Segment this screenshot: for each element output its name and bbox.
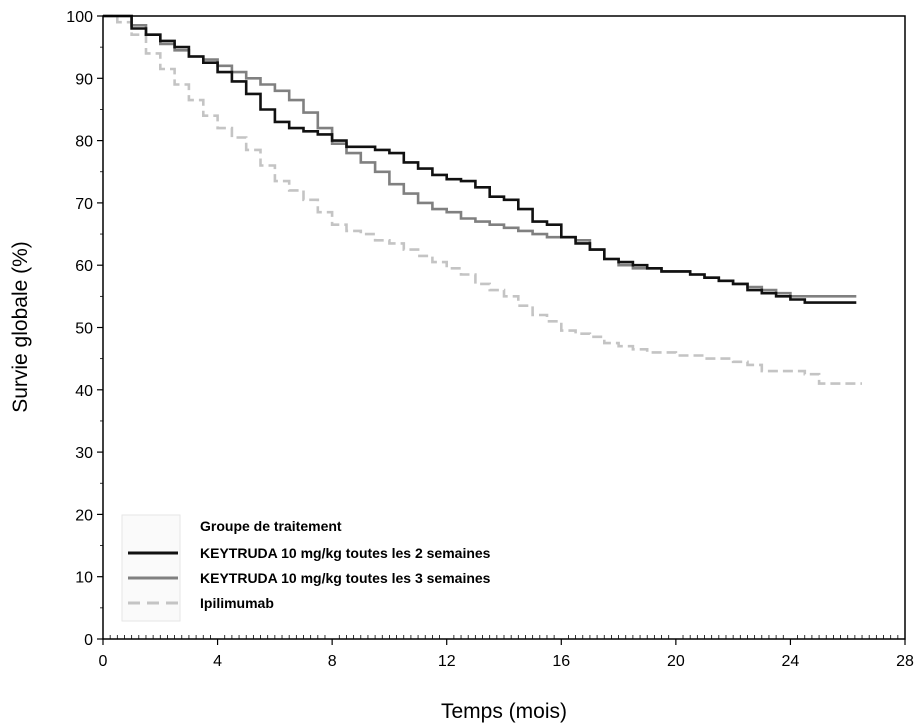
legend-label-q3w: KEYTRUDA 10 mg/kg toutes les 3 semaines — [200, 570, 491, 586]
x-tick-label: 24 — [782, 653, 800, 670]
series-layer — [103, 14, 862, 385]
series-line-0 — [103, 14, 857, 304]
y-tick-label: 70 — [75, 196, 93, 213]
y-tick-label: 0 — [84, 632, 93, 649]
plot-frame — [102, 15, 906, 640]
y-tick-label: 90 — [75, 71, 93, 88]
x-tick-label: 16 — [552, 653, 570, 670]
y-tick-label: 40 — [75, 383, 93, 400]
legend-label-q2w: KEYTRUDA 10 mg/kg toutes les 2 semaines — [200, 545, 491, 561]
x-axis-title: Temps (mois) — [441, 700, 567, 723]
x-tick-label: 8 — [328, 653, 337, 670]
y-tick-label: 10 — [75, 570, 93, 587]
x-tick-label: 12 — [438, 653, 456, 670]
x-tick-label: 4 — [213, 653, 222, 670]
series-line-2 — [103, 14, 862, 385]
y-tick-label: 30 — [75, 445, 93, 462]
legend-label-ipilimumab: Ipilimumab — [200, 595, 274, 611]
y-axis-title: Survie globale (%) — [9, 241, 32, 413]
legend-box — [121, 514, 181, 622]
y-tick-label: 20 — [75, 507, 93, 524]
x-tick-label: 20 — [667, 653, 685, 670]
y-tick-label: 50 — [75, 321, 93, 338]
x-tick-label: 0 — [99, 653, 108, 670]
y-tick-label: 100 — [66, 9, 93, 26]
legend-title: Groupe de traitement — [200, 518, 342, 534]
y-tick-label: 80 — [75, 134, 93, 151]
tick-labels: 0 4 8 12 16 20 24 28 0 10 20 30 40 50 60 70 80 90 100 — [66, 9, 914, 670]
y-tick-label: 60 — [75, 258, 93, 275]
x-tick-label: 28 — [896, 653, 914, 670]
legend: Groupe de traitement KEYTRUDA 10 mg/kg t… — [121, 514, 491, 622]
